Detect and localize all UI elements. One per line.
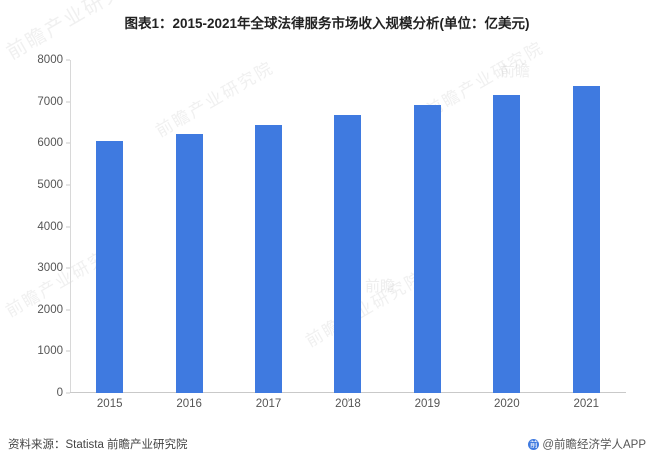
bar-slot <box>229 60 308 393</box>
y-axis-tick-mark <box>66 184 70 186</box>
y-axis-tick-label: 1000 <box>37 345 63 358</box>
y-axis-tick-mark <box>66 392 70 394</box>
y-axis-tick-label: 7000 <box>37 95 63 108</box>
x-axis-tick-label: 2015 <box>70 398 349 410</box>
y-axis-tick-label: 2000 <box>37 303 63 316</box>
x-axis-tick-label: 2020 <box>348 398 546 410</box>
bar-series <box>70 60 626 393</box>
x-axis-tick-label: 2016 <box>149 398 349 410</box>
brand-credit: 前 @前瞻经济学人APP <box>528 436 646 452</box>
y-axis-tick-mark <box>66 350 70 352</box>
y-axis-tick-label: 4000 <box>37 220 63 233</box>
brand-logo-icon: 前 <box>528 439 540 450</box>
bar-2018[interactable] <box>334 115 362 393</box>
y-axis-tick-mark <box>66 309 70 311</box>
bar-slot <box>547 60 626 393</box>
y-axis-tick-label: 6000 <box>37 137 63 150</box>
y-axis-tick-mark <box>66 142 70 144</box>
x-axis-tick-label: 2021 <box>348 398 626 410</box>
bar-slot <box>467 60 546 393</box>
x-axis-labels: 2015 2016 2017 2018 2019 2020 2021 <box>70 398 626 410</box>
y-axis-line <box>70 60 71 393</box>
x-axis-tick-mark <box>348 398 349 402</box>
y-axis-tick-mark <box>66 226 70 227</box>
y-axis-tick-label: 5000 <box>37 178 63 191</box>
x-axis-tick-label: 2017 <box>229 398 349 410</box>
y-axis-tick-label: 8000 <box>37 54 63 66</box>
source-note: 资料来源：Statista 前瞻产业研究院 <box>8 439 188 451</box>
bar-2020[interactable] <box>493 94 521 393</box>
bar-2019[interactable] <box>413 104 441 393</box>
bar-slot <box>149 60 228 393</box>
y-axis-tick-label: 3000 <box>37 262 63 275</box>
bar-2021[interactable] <box>572 86 600 393</box>
bar-slot <box>70 60 149 393</box>
y-axis-tick-mark <box>66 267 70 269</box>
bar-slot <box>388 60 467 393</box>
watermark: 前瞻产业研究院 <box>3 0 148 65</box>
y-axis-tick-label: 0 <box>56 387 63 399</box>
y-axis-tick-mark <box>66 59 70 61</box>
y-axis-tick-mark <box>66 101 70 103</box>
chart-title: 图表1：2015-2021年全球法律服务市场收入规模分析(单位：亿美元) <box>124 16 530 31</box>
bar-2016[interactable] <box>175 133 203 393</box>
bar-slot <box>308 60 387 393</box>
bar-2015[interactable] <box>96 141 124 393</box>
x-axis-tick-label: 2019 <box>348 398 467 410</box>
brand-label: @前瞻经济学人APP <box>542 439 646 451</box>
bar-2017[interactable] <box>255 124 283 393</box>
plot-area: 0 1000 2000 3000 4000 5000 6000 7000 8000 <box>37 54 626 399</box>
